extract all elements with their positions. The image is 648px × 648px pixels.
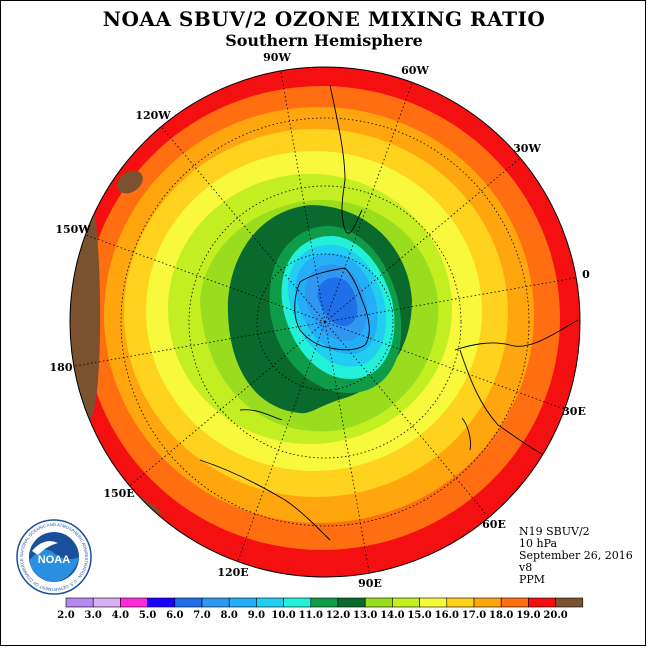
contour-band-19-west [70, 215, 101, 429]
meridian-line [324, 321, 370, 574]
ozone-field [70, 67, 580, 577]
map-subtitle: Southern Hemisphere [225, 31, 423, 50]
meridian-line [85, 234, 326, 323]
lon-label-30w: 30W [513, 142, 541, 155]
colorbar-swatch [65, 597, 94, 608]
colorbar-tick-label: 19.0 [516, 610, 540, 621]
colorbar-tick-label: 15.0 [407, 610, 431, 621]
meridian-line [324, 82, 413, 323]
version-label: v8 [519, 561, 533, 574]
lon-label-150e: 150E [103, 487, 134, 500]
lon-label-120w: 120W [135, 109, 171, 122]
contour-band-19-patch [117, 170, 143, 194]
meridian-line [324, 321, 565, 410]
meridian-line [129, 321, 326, 487]
contour-band-5 [317, 277, 358, 326]
colorbar-swatch [283, 597, 312, 608]
colorbar-tick-label: 16.0 [435, 610, 459, 621]
colorbar-swatch [419, 597, 448, 608]
colorbar-swatch [256, 597, 284, 608]
colorbar-swatch [201, 597, 230, 608]
colorbar-swatch [528, 597, 556, 608]
logo-wave [29, 549, 79, 582]
colorbar-tick-label: 18.0 [489, 610, 513, 621]
colorbar-swatch [392, 597, 420, 608]
meridian-line [160, 126, 326, 323]
lon-label-120e: 120E [217, 566, 248, 579]
colorbar-tick-label: 8.0 [220, 610, 237, 621]
colorbar-tick-label: 9.0 [248, 610, 265, 621]
noaa-logo: NOAA NATIONAL OCEANIC AND ATMOSPHERIC AD… [16, 519, 92, 595]
lon-label-60e: 60E [482, 518, 506, 531]
colorbar-tick-label: 5.0 [139, 610, 156, 621]
colorbar-tick-label: 2.0 [57, 610, 74, 621]
logo-bird [32, 541, 58, 555]
date-label: September 26, 2016 [519, 549, 633, 562]
units-label: PPM [519, 573, 546, 586]
lon-label-0: 0 [582, 268, 590, 281]
colorbar-swatch [337, 597, 366, 608]
lon-label-60w: 60W [401, 64, 429, 77]
lon-label-180: 180 [50, 361, 73, 374]
colorbar-swatch [92, 597, 121, 608]
meridian-line [73, 321, 326, 367]
colorbar-swatch [310, 597, 339, 608]
colorbar-swatch [174, 597, 203, 608]
lon-label-90e: 90E [358, 577, 382, 590]
meridian-line [324, 321, 490, 518]
colorbar-swatch [446, 597, 475, 608]
logo-text: NOAA [38, 554, 70, 566]
colorbar-tick-label: 13.0 [353, 610, 377, 621]
colorbar-tick-label: 17.0 [462, 610, 486, 621]
colorbar-tick-label: 20.0 [543, 610, 567, 621]
info-block: N19 SBUV/2 10 hPa September 26, 2016 v8 … [519, 526, 633, 586]
colorbar-tick-label: 12.0 [326, 610, 350, 621]
meridians [73, 70, 577, 574]
colorbar-swatch [500, 597, 529, 608]
colorbar-tick-label: 3.0 [84, 610, 101, 621]
map-boundary [69, 66, 581, 578]
lon-label-150w: 150W [55, 223, 91, 236]
instrument-label: N19 SBUV/2 [519, 525, 590, 538]
colorbar-swatch [364, 597, 393, 608]
map-title: NOAA SBUV/2 OZONE MIXING RATIO [102, 7, 546, 31]
colorbar-swatch [228, 597, 257, 608]
lon-label-90w: 90W [263, 51, 291, 64]
colorbar-swatch [147, 597, 176, 608]
colorbar-tick-label: 6.0 [166, 610, 183, 621]
colorbar-swatch [473, 597, 502, 608]
pressure-level-label: 10 hPa [519, 537, 558, 550]
lon-label-30e: 30E [562, 405, 586, 418]
colorbar-tick-label: 4.0 [112, 610, 129, 621]
colorbar-labels: 2.0 3.0 4.0 5.0 6.0 7.0 8.0 9.0 10.0 11.0 12.0 13.0… [57, 610, 568, 621]
meridian-line [324, 157, 521, 323]
meridian-line [237, 321, 326, 562]
colorbar-tick-label: 14.0 [380, 610, 404, 621]
colorbar-swatch [120, 597, 148, 608]
colorbar-tick-label: 10.0 [271, 610, 295, 621]
colorbar-boxes [65, 597, 584, 608]
colorbar-swatch [555, 597, 584, 608]
colorbar-tick-label: 7.0 [193, 610, 210, 621]
latitude-circles [120, 117, 530, 527]
colorbar-tick-label: 11.0 [299, 610, 323, 621]
meridian-line [280, 70, 326, 323]
meridian-line [324, 277, 577, 323]
